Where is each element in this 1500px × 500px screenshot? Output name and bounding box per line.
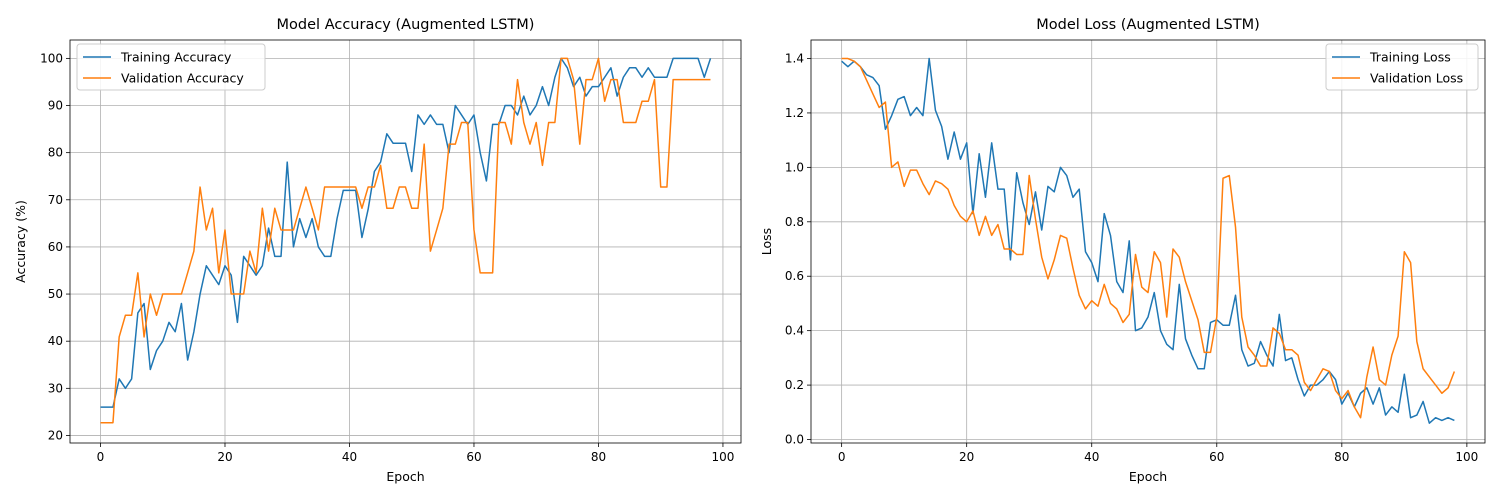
y-tick-label: 90 bbox=[48, 99, 63, 113]
legend-label: Validation Accuracy bbox=[121, 71, 244, 86]
y-tick-label: 100 bbox=[40, 51, 63, 65]
x-tick-label: 20 bbox=[217, 450, 232, 464]
y-tick-label: 1.4 bbox=[785, 52, 804, 66]
x-tick-label: 100 bbox=[711, 450, 734, 464]
y-tick-label: 40 bbox=[48, 334, 63, 348]
legend-label: Validation Loss bbox=[1370, 71, 1463, 86]
plot-frame bbox=[810, 39, 1486, 444]
series-line-training-accuracy bbox=[100, 57, 712, 408]
y-axis-label: Accuracy (%) bbox=[13, 200, 28, 283]
x-axis-label: Epoch bbox=[1129, 469, 1167, 484]
legend-box bbox=[1325, 43, 1479, 91]
legend-label: Training Loss bbox=[1369, 50, 1451, 65]
y-tick-label: 0.0 bbox=[785, 433, 804, 447]
y-tick-label: 20 bbox=[48, 428, 63, 442]
x-tick-label: 20 bbox=[959, 450, 974, 464]
series-line-validation-accuracy bbox=[100, 57, 711, 424]
x-tick-label: 40 bbox=[342, 450, 357, 464]
y-tick-label: 0.4 bbox=[785, 324, 804, 338]
x-axis-label: Epoch bbox=[386, 469, 424, 484]
x-tick-label: 0 bbox=[838, 450, 846, 464]
y-axis-label: Loss bbox=[759, 228, 774, 255]
y-tick-label: 60 bbox=[48, 240, 63, 254]
y-tick-label: 80 bbox=[48, 146, 63, 160]
y-tick-label: 1.0 bbox=[785, 160, 804, 174]
y-tick-label: 0.8 bbox=[785, 215, 804, 229]
x-tick-label: 40 bbox=[1084, 450, 1099, 464]
chart-title: Model Accuracy (Augmented LSTM) bbox=[277, 17, 535, 33]
legend: Training Accuracy Validation Accuracy bbox=[76, 43, 266, 91]
y-tick-label: 0.2 bbox=[785, 378, 804, 392]
plot-frame bbox=[69, 39, 742, 444]
chart-panel-2: 0 20 40 60 80 100 0.0 0.2 0.4 0.6 0.8 1.0 1.2 1.4 Mode… bbox=[759, 17, 1486, 484]
legend-box bbox=[76, 43, 266, 91]
y-tick-label: 50 bbox=[48, 287, 63, 301]
series-line-validation-loss bbox=[841, 57, 1456, 419]
x-tick-label: 80 bbox=[591, 450, 606, 464]
chart-panel-1: 0 20 40 60 80 100 20 30 40 50 60 70 80 90 100 Model Acc… bbox=[13, 17, 742, 484]
x-tick-label: 100 bbox=[1455, 450, 1478, 464]
x-tick-label: 80 bbox=[1334, 450, 1349, 464]
x-tick-label: 60 bbox=[466, 450, 481, 464]
chart-title: Model Loss (Augmented LSTM) bbox=[1036, 17, 1260, 33]
legend-label: Training Accuracy bbox=[120, 50, 232, 65]
y-tick-label: 70 bbox=[48, 193, 63, 207]
y-tick-label: 30 bbox=[48, 381, 63, 395]
y-tick-label: 0.6 bbox=[785, 269, 804, 283]
y-tick-label: 1.2 bbox=[785, 106, 804, 120]
x-tick-label: 0 bbox=[97, 450, 105, 464]
legend: Training Loss Validation Loss bbox=[1325, 43, 1479, 91]
x-tick-label: 60 bbox=[1209, 450, 1224, 464]
